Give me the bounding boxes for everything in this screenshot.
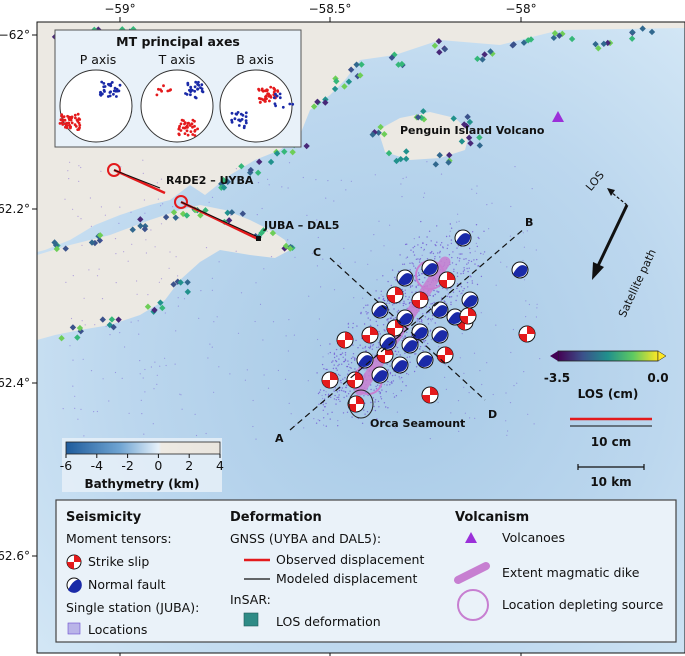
- legend-volcanoes: Volcanoes: [502, 530, 565, 545]
- penguin-island: [378, 112, 470, 160]
- bathy-tick: 2: [185, 458, 193, 473]
- orca-seamount-contour: [348, 389, 374, 419]
- legend-dike: Extent magmatic dike: [502, 565, 640, 580]
- profile-label-d: D: [488, 408, 497, 421]
- strike-slip-symbol: [66, 554, 82, 570]
- y-tick-2: −62.2°: [0, 202, 30, 216]
- y-tick-1: −62°: [0, 28, 30, 42]
- legend-mt-label: Moment tensors:: [66, 531, 172, 546]
- mt-principal-axes-inset: MT principal axes P axis T axis B axis: [54, 29, 302, 148]
- x-tick-1: −59°: [104, 2, 135, 16]
- disp-scale-label: 10 cm: [591, 435, 632, 449]
- x-tick-2: −58.5°: [309, 2, 352, 16]
- principal-axis-points: [58, 80, 295, 137]
- legend-deformation-title: Deformation: [230, 510, 322, 525]
- inset-panel-b: B axis: [236, 52, 274, 67]
- bathymetry-colorbar: -6 -4 -2 0 2 4: [60, 438, 224, 492]
- los-colorbar-label: LOS (cm): [578, 387, 639, 401]
- satellite-geometry: [592, 188, 629, 280]
- bathy-label: Bathymetry (km): [84, 477, 199, 491]
- legend-modeled: Modeled displacement: [276, 571, 417, 586]
- bathy-tick: -2: [121, 458, 133, 473]
- bathy-tick: -6: [60, 458, 73, 473]
- dist-scale-label: 10 km: [590, 475, 631, 489]
- inset-panel-t: T axis: [158, 52, 196, 67]
- gnss-label-2: JUBA – DAL5: [263, 219, 339, 232]
- gnss-label-1: R4DE2 – UYBA: [166, 174, 254, 187]
- legend-single-station: Single station (JUBA):: [66, 600, 199, 615]
- los-min-label: -3.5: [544, 371, 570, 385]
- y-axis-ticks: [32, 34, 37, 557]
- bathy-tick: -4: [91, 458, 104, 473]
- y-tick-3: −62.4°: [0, 376, 30, 390]
- inset-title: MT principal axes: [116, 34, 240, 49]
- volcano-marker: [552, 111, 564, 122]
- legend-insar: InSAR:: [230, 592, 271, 607]
- orca-seamount-label: Orca Seamount: [370, 417, 465, 430]
- legend-normal-fault: Normal fault: [88, 577, 166, 592]
- legend-gnss: GNSS (UYBA and DAL5):: [230, 531, 381, 546]
- legend-strike-slip: Strike slip: [88, 554, 149, 569]
- legend-locations: Locations: [88, 622, 147, 637]
- legend-volcanism-title: Volcanism: [455, 510, 529, 525]
- profile-lines: [289, 227, 526, 431]
- legend-source: Location depleting source: [502, 597, 664, 612]
- bathy-tick: 0: [154, 458, 162, 473]
- los-deformation-swatch: [243, 612, 259, 627]
- profile-label-c: C: [313, 246, 321, 259]
- los-max-label: 0.0: [647, 371, 668, 385]
- inset-panel-p: P axis: [80, 52, 117, 67]
- normal-fault-symbol: [66, 577, 82, 593]
- los-colorbar: [550, 350, 667, 362]
- penguin-island-label: Penguin Island Volcano: [400, 124, 545, 137]
- gnss-vectors: [107, 163, 261, 241]
- profile-label-b: B: [525, 216, 533, 229]
- legend-seismicity-title: Seismicity: [66, 510, 142, 525]
- legend-observed: Observed displacement: [276, 552, 424, 567]
- legend: Seismicity Moment tensors: Strike slip N…: [55, 499, 677, 643]
- locations-swatch: [67, 622, 81, 635]
- profile-label-a: A: [275, 432, 284, 445]
- moment-tensors: [321, 229, 536, 413]
- legend-los-def: LOS deformation: [276, 614, 381, 629]
- y-tick-4: −62.6°: [0, 549, 30, 563]
- bathy-tick: 4: [216, 458, 224, 473]
- volcano-legend-icon: [465, 532, 477, 543]
- x-tick-3: −58°: [505, 2, 536, 16]
